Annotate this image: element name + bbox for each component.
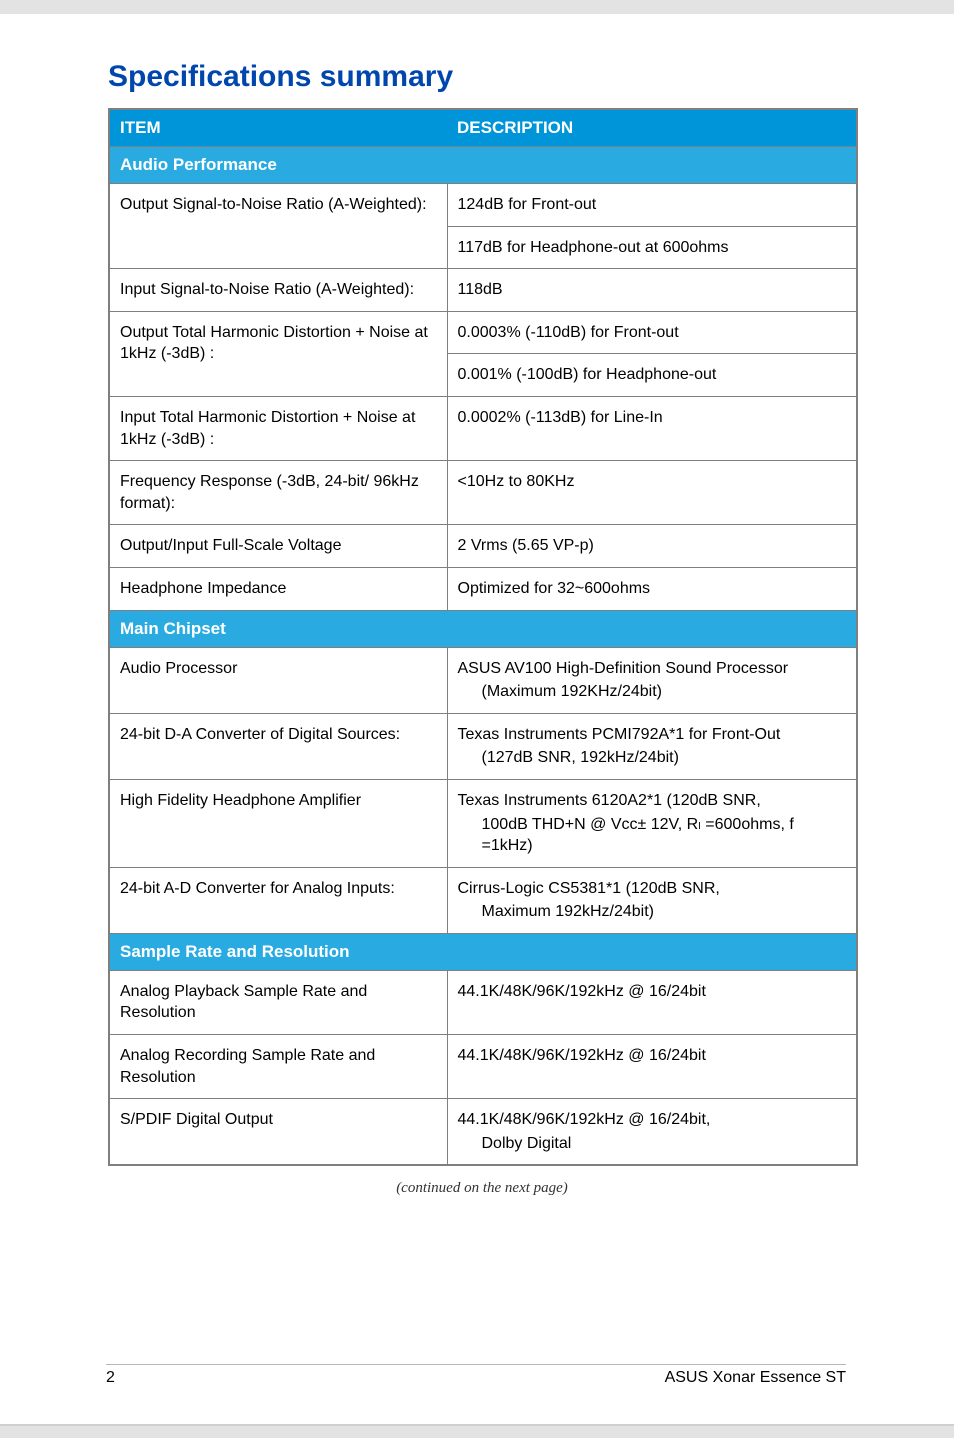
spec-desc: 0.001% (-100dB) for Headphone-out bbox=[447, 354, 857, 397]
spec-item: Output Signal-to-Noise Ratio (A-Weighted… bbox=[109, 184, 447, 269]
table-header-row: ITEM DESCRIPTION bbox=[109, 109, 857, 147]
spec-desc: Cirrus-Logic CS5381*1 (120dB SNR, Maximu… bbox=[447, 867, 857, 933]
desc-main: 44.1K/48K/96K/192kHz @ 16/24bit, bbox=[458, 1111, 711, 1128]
desc-sub: 100dB THD+N @ Vcc± 12V, Rₗ =600ohms, f =… bbox=[458, 814, 847, 857]
table-row: 24-bit A-D Converter for Analog Inputs: … bbox=[109, 867, 857, 933]
spec-desc: 2 Vrms (5.65 VP-p) bbox=[447, 525, 857, 568]
page-number: 2 bbox=[106, 1369, 115, 1387]
table-row: S/PDIF Digital Output 44.1K/48K/96K/192k… bbox=[109, 1099, 857, 1166]
spec-item: 24-bit D-A Converter of Digital Sources: bbox=[109, 713, 447, 779]
spec-desc: 44.1K/48K/96K/192kHz @ 16/24bit bbox=[447, 970, 857, 1034]
desc-main: Texas Instruments PCMI792A*1 for Front-O… bbox=[458, 726, 781, 743]
spec-desc: ASUS AV100 High-Definition Sound Process… bbox=[447, 647, 857, 713]
table-row: High Fidelity Headphone Amplifier Texas … bbox=[109, 779, 857, 867]
desc-main: Texas Instruments 6120A2*1 (120dB SNR, bbox=[458, 792, 761, 809]
desc-sub: (Maximum 192KHz/24bit) bbox=[458, 681, 847, 703]
spec-item: 24-bit A-D Converter for Analog Inputs: bbox=[109, 867, 447, 933]
spec-desc: Texas Instruments 6120A2*1 (120dB SNR, 1… bbox=[447, 779, 857, 867]
product-name: ASUS Xonar Essence ST bbox=[665, 1369, 846, 1387]
desc-main: ASUS AV100 High-Definition Sound Process… bbox=[458, 660, 789, 677]
table-row: Analog Playback Sample Rate and Resoluti… bbox=[109, 970, 857, 1034]
spec-item: Input Total Harmonic Distortion + Noise … bbox=[109, 396, 447, 460]
header-description: DESCRIPTION bbox=[447, 109, 857, 147]
spec-item: Audio Processor bbox=[109, 647, 447, 713]
spec-desc: Texas Instruments PCMI792A*1 for Front-O… bbox=[447, 713, 857, 779]
spec-item: Frequency Response (-3dB, 24-bit/ 96kHz … bbox=[109, 461, 447, 525]
spec-desc: Optimized for 32~600ohms bbox=[447, 567, 857, 610]
section-row: Main Chipset bbox=[109, 610, 857, 647]
page-title: Specifications summary bbox=[108, 60, 856, 94]
desc-sub: (127dB SNR, 192kHz/24bit) bbox=[458, 747, 847, 769]
section-sample-rate-blank bbox=[447, 933, 857, 970]
section-main-chipset: Main Chipset bbox=[109, 610, 857, 647]
header-item: ITEM bbox=[109, 109, 447, 147]
top-decorative-bar bbox=[0, 0, 954, 14]
section-row: Audio Performance bbox=[109, 147, 857, 184]
bottom-decorative-bar bbox=[0, 1424, 954, 1438]
desc-sub: Dolby Digital bbox=[458, 1133, 847, 1155]
spec-desc: 124dB for Front-out bbox=[447, 184, 857, 227]
section-audio-performance: Audio Performance bbox=[109, 147, 857, 184]
table-row: Input Total Harmonic Distortion + Noise … bbox=[109, 396, 857, 460]
table-row: Output Signal-to-Noise Ratio (A-Weighted… bbox=[109, 184, 857, 227]
table-row: 24-bit D-A Converter of Digital Sources:… bbox=[109, 713, 857, 779]
spec-item: Output Total Harmonic Distortion + Noise… bbox=[109, 311, 447, 396]
table-row: Audio Processor ASUS AV100 High-Definiti… bbox=[109, 647, 857, 713]
footer-text-row: 2 ASUS Xonar Essence ST bbox=[0, 1365, 954, 1387]
spec-item: Analog Recording Sample Rate and Resolut… bbox=[109, 1035, 447, 1099]
spec-item: Output/Input Full-Scale Voltage bbox=[109, 525, 447, 568]
spec-item: Analog Playback Sample Rate and Resoluti… bbox=[109, 970, 447, 1034]
spec-desc: <10Hz to 80KHz bbox=[447, 461, 857, 525]
page-footer: 2 ASUS Xonar Essence ST bbox=[0, 1364, 954, 1404]
continued-note: (continued on the next page) bbox=[108, 1180, 856, 1197]
spec-item: High Fidelity Headphone Amplifier bbox=[109, 779, 447, 867]
section-row: Sample Rate and Resolution bbox=[109, 933, 857, 970]
spec-desc: 118dB bbox=[447, 269, 857, 312]
table-row: Analog Recording Sample Rate and Resolut… bbox=[109, 1035, 857, 1099]
table-row: Frequency Response (-3dB, 24-bit/ 96kHz … bbox=[109, 461, 857, 525]
table-row: Output/Input Full-Scale Voltage 2 Vrms (… bbox=[109, 525, 857, 568]
spec-desc: 117dB for Headphone-out at 600ohms bbox=[447, 226, 857, 269]
specifications-table: ITEM DESCRIPTION Audio Performance Outpu… bbox=[108, 108, 858, 1166]
spec-item: Headphone Impedance bbox=[109, 567, 447, 610]
page-content: Specifications summary ITEM DESCRIPTION … bbox=[108, 60, 856, 1197]
table-row: Output Total Harmonic Distortion + Noise… bbox=[109, 311, 857, 354]
spec-item: Input Signal-to-Noise Ratio (A-Weighted)… bbox=[109, 269, 447, 312]
desc-sub: Maximum 192kHz/24bit) bbox=[458, 901, 847, 923]
spec-desc: 0.0003% (-110dB) for Front-out bbox=[447, 311, 857, 354]
spec-item: S/PDIF Digital Output bbox=[109, 1099, 447, 1166]
spec-desc: 44.1K/48K/96K/192kHz @ 16/24bit bbox=[447, 1035, 857, 1099]
table-row: Headphone Impedance Optimized for 32~600… bbox=[109, 567, 857, 610]
section-sample-rate: Sample Rate and Resolution bbox=[109, 933, 447, 970]
spec-desc: 0.0002% (-113dB) for Line-In bbox=[447, 396, 857, 460]
desc-main: Cirrus-Logic CS5381*1 (120dB SNR, bbox=[458, 880, 720, 897]
spec-desc: 44.1K/48K/96K/192kHz @ 16/24bit, Dolby D… bbox=[447, 1099, 857, 1166]
table-row: Input Signal-to-Noise Ratio (A-Weighted)… bbox=[109, 269, 857, 312]
